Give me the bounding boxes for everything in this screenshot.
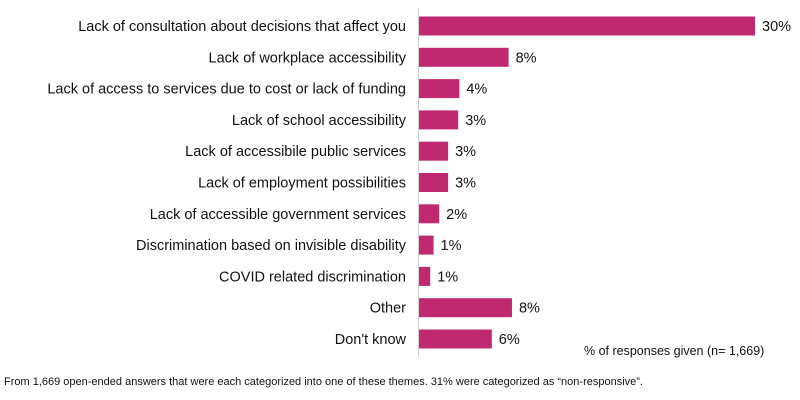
value-label: 4% bbox=[466, 82, 487, 98]
category-label: Lack of consultation about decisions tha… bbox=[78, 19, 406, 35]
bar bbox=[419, 204, 440, 224]
value-label: 8% bbox=[519, 301, 540, 317]
category-label: COVID related discrimination bbox=[219, 269, 406, 285]
category-label: Lack of access to services due to cost o… bbox=[47, 82, 406, 98]
bar bbox=[419, 47, 509, 67]
category-label: Lack of employment possibilities bbox=[198, 176, 406, 192]
category-label: Lack of accessible government services bbox=[150, 207, 406, 223]
bar bbox=[419, 266, 431, 286]
value-label: 1% bbox=[441, 238, 462, 254]
bar bbox=[419, 298, 512, 318]
value-label: 3% bbox=[455, 176, 476, 192]
bar bbox=[419, 110, 459, 130]
bar bbox=[419, 329, 492, 349]
bar bbox=[419, 173, 449, 192]
bar bbox=[419, 235, 434, 255]
category-label: Lack of accessibile public services bbox=[185, 144, 406, 160]
value-label: 30% bbox=[762, 19, 791, 35]
value-label: 2% bbox=[446, 207, 467, 223]
legend-note: % of responses given (n= 1,669) bbox=[584, 344, 765, 358]
value-label: 1% bbox=[437, 269, 458, 285]
bar bbox=[419, 16, 755, 36]
bar bbox=[419, 141, 449, 161]
footnote: From 1,669 open-ended answers that were … bbox=[4, 376, 643, 388]
category-label: Other bbox=[370, 301, 406, 317]
bar-chart: Lack of consultation about decisions tha… bbox=[47, 8, 791, 357]
category-label: Lack of workplace accessibility bbox=[209, 50, 407, 66]
value-label: 3% bbox=[465, 113, 486, 129]
value-label: 8% bbox=[516, 50, 537, 66]
value-label: 6% bbox=[499, 332, 520, 348]
category-label: Discrimination based on invisible disabi… bbox=[136, 238, 407, 254]
category-label: Don't know bbox=[335, 332, 407, 348]
value-label: 3% bbox=[455, 144, 476, 160]
bar bbox=[419, 79, 460, 99]
category-label: Lack of school accessibility bbox=[232, 113, 407, 129]
bars-group: Lack of consultation about decisions tha… bbox=[47, 16, 791, 349]
